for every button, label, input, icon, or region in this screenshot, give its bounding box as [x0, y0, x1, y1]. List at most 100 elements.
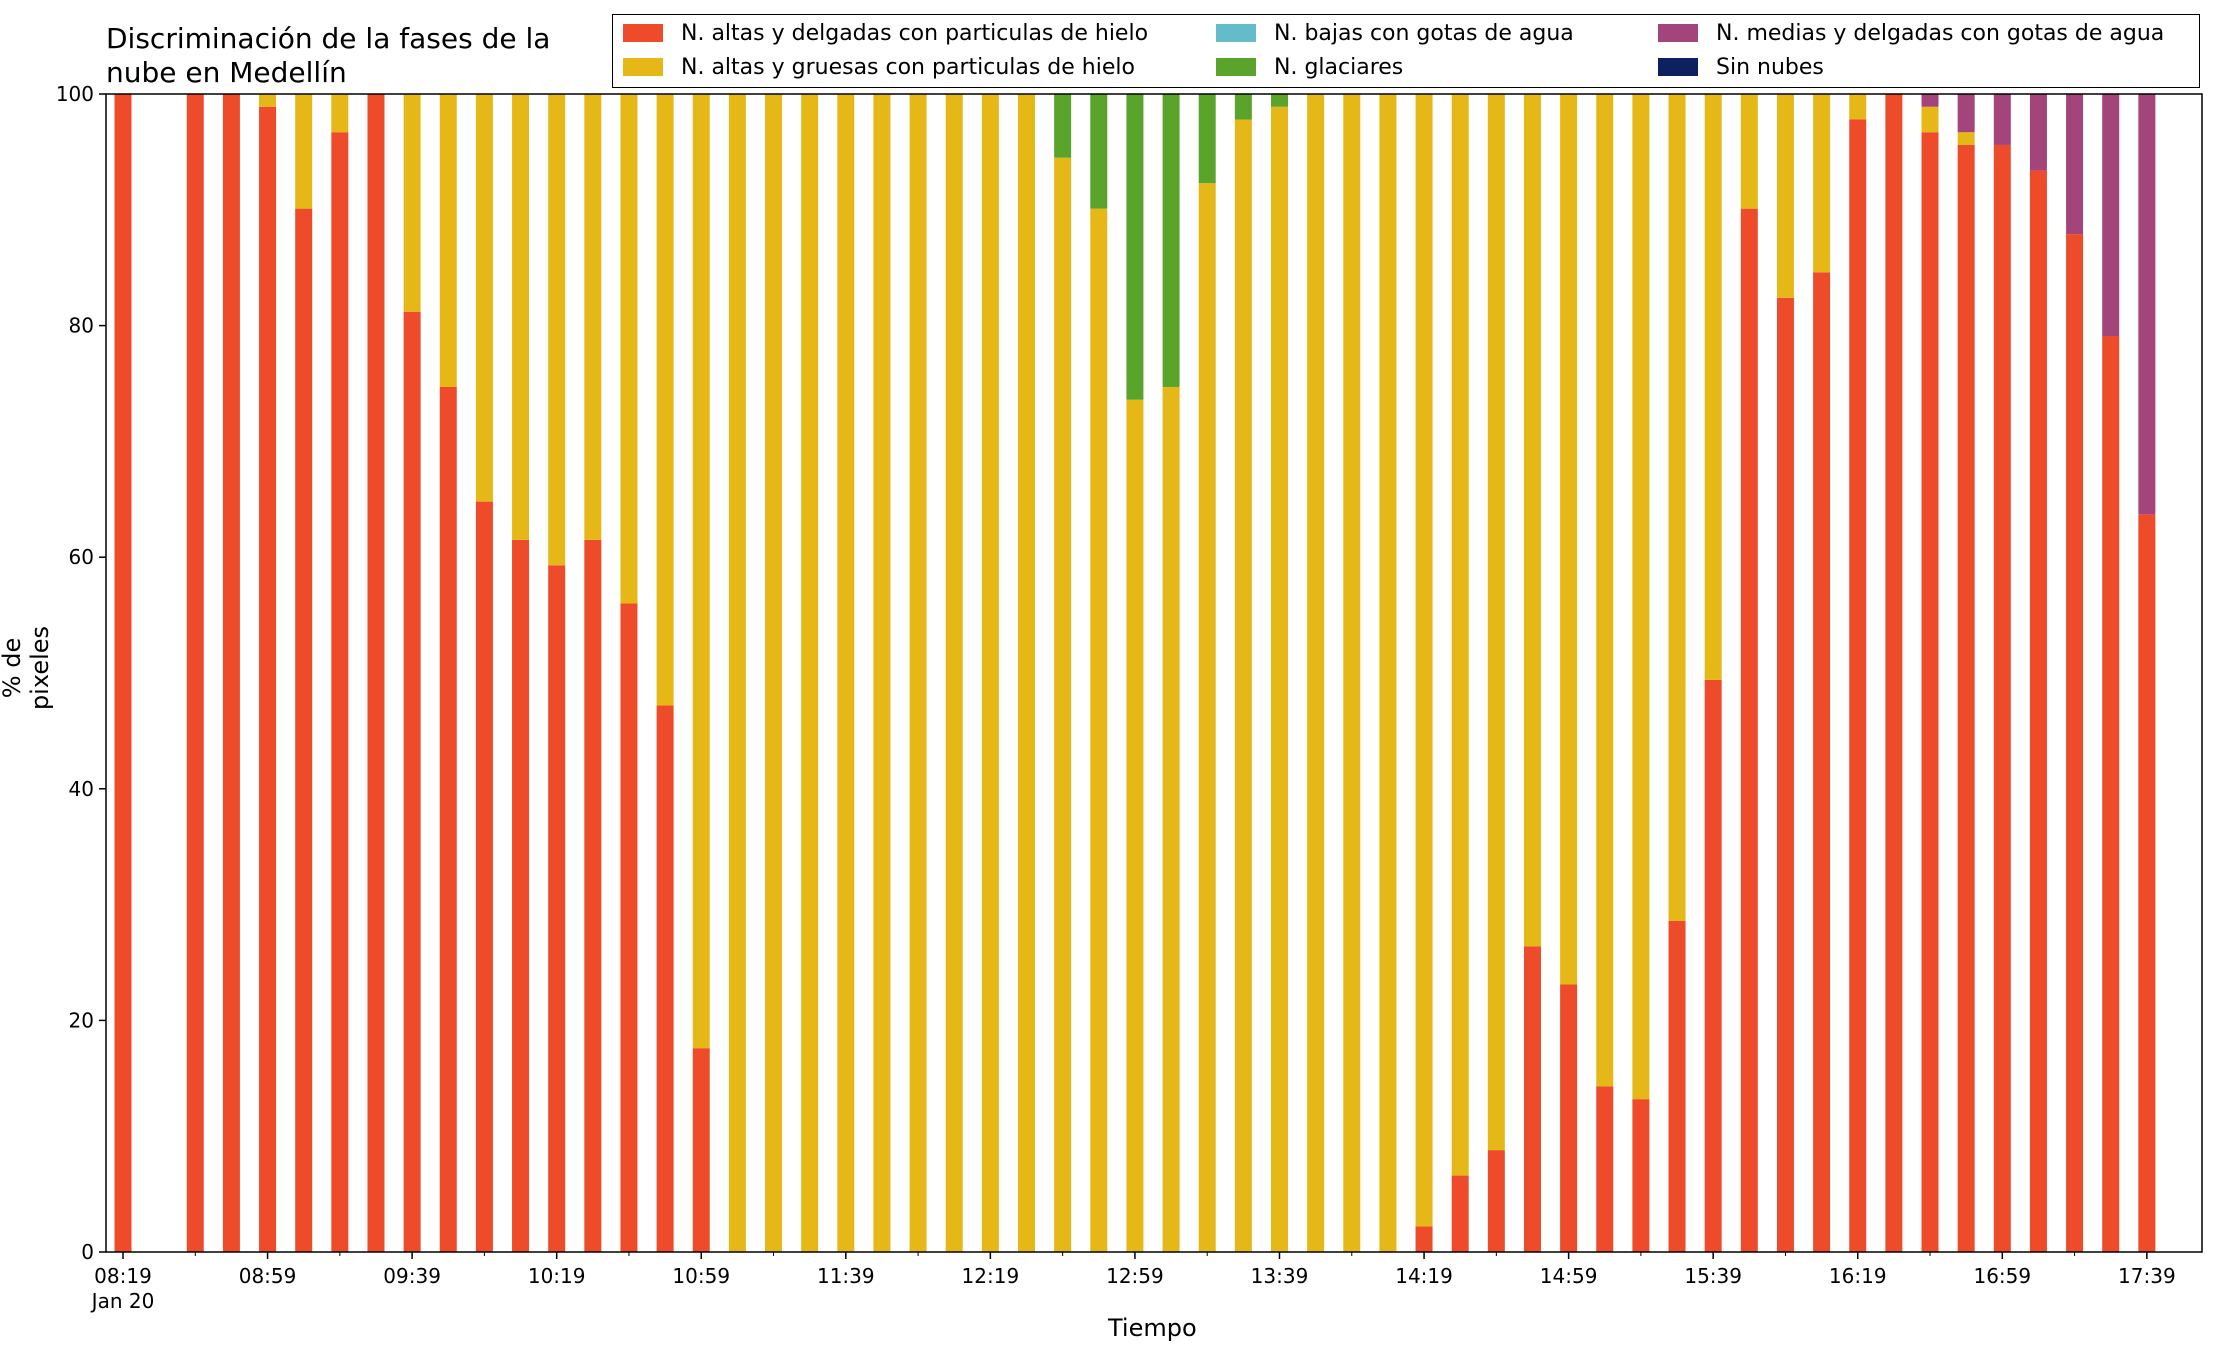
x-tick-label: 08:59 [239, 1264, 297, 1288]
bar-10:49-s1 [656, 94, 674, 706]
x-tick-label: 15:39 [1684, 1264, 1742, 1288]
bar-14:59-s0 [1560, 984, 1578, 1252]
legend-label: N. altas y delgadas con particulas de hi… [681, 20, 1149, 46]
bar-16:59-s0 [1993, 144, 2011, 1252]
x-tick-label: 14:59 [1540, 1264, 1598, 1288]
bar-09:39-s1 [403, 94, 421, 312]
y-tick-label: 0 [81, 1240, 94, 1264]
bar-10:39-s1 [620, 94, 638, 604]
legend-swatch [1658, 58, 1698, 76]
bar-17:29-s0 [2102, 336, 2120, 1253]
bar-08:59-s0 [259, 106, 277, 1252]
y-tick-label: 80 [69, 314, 94, 338]
bar-17:19-s4 [2066, 94, 2084, 235]
legend-item: N. medias y delgadas con gotas de agua [1658, 18, 2164, 48]
bar-17:39-s0 [2138, 514, 2156, 1252]
bar-13:09-s3 [1162, 94, 1180, 387]
bar-15:39-s1 [1704, 94, 1722, 680]
bar-11:59-s1 [909, 94, 927, 1252]
bar-13:49-s1 [1307, 94, 1325, 1252]
bar-08:49-s0 [222, 94, 240, 1252]
bar-10:29-s1 [584, 94, 602, 540]
x-tick-label: 11:39 [817, 1264, 875, 1288]
bar-12:49-s1 [1090, 208, 1108, 1253]
y-axis-label: % de pixeles [0, 625, 54, 711]
bar-14:49-s0 [1523, 946, 1541, 1252]
bar-14:39-s1 [1487, 94, 1505, 1151]
bar-09:59-s0 [475, 501, 493, 1253]
bar-12:59-s3 [1126, 94, 1144, 400]
bar-16:19-s0 [1849, 119, 1867, 1253]
bar-13:39-s1 [1270, 106, 1288, 1252]
bar-16:39-s4 [1921, 94, 1939, 107]
bar-10:49-s0 [656, 705, 674, 1252]
bar-13:09-s1 [1162, 386, 1180, 1252]
legend-swatch [623, 58, 663, 76]
bar-09:09-s1 [295, 94, 313, 209]
legend-item: N. glaciares [1216, 52, 1403, 82]
bar-11:49-s1 [873, 94, 891, 1252]
bar-10:19-s1 [548, 94, 566, 566]
bar-14:09-s1 [1379, 94, 1397, 1252]
x-tick-label: 16:19 [1829, 1264, 1887, 1288]
bar-14:49-s1 [1523, 94, 1541, 947]
legend-swatch [1216, 58, 1256, 76]
legend-label: N. glaciares [1274, 54, 1404, 80]
bar-17:19-s0 [2066, 234, 2084, 1253]
legend-swatch [1216, 24, 1256, 42]
bar-10:09-s0 [512, 539, 530, 1252]
bar-10:19-s0 [548, 565, 566, 1252]
bar-09:09-s0 [295, 208, 313, 1253]
bar-14:19-s1 [1415, 94, 1433, 1227]
bar-14:59-s1 [1560, 94, 1578, 985]
legend-swatch [1658, 24, 1698, 42]
bar-09:19-s0 [331, 132, 349, 1253]
bar-13:19-s1 [1198, 183, 1216, 1252]
bar-16:49-s0 [1957, 144, 1975, 1252]
bar-15:29-s0 [1668, 920, 1686, 1252]
bar-17:09-s4 [2029, 94, 2047, 171]
y-tick-label: 20 [69, 1008, 94, 1032]
legend-item: Sin nubes [1658, 52, 1824, 82]
bar-13:29-s3 [1234, 94, 1252, 120]
legend-item: N. bajas con gotas de agua [1216, 18, 1574, 48]
x-tick-label: 12:59 [1106, 1264, 1164, 1288]
bar-15:19-s0 [1632, 1099, 1650, 1252]
bar-16:19-s1 [1849, 94, 1867, 120]
legend-label: Sin nubes [1716, 54, 1824, 80]
bars-group [114, 94, 2156, 1253]
bar-13:59-s1 [1343, 94, 1361, 1252]
bar-09:59-s1 [475, 94, 493, 502]
bar-12:29-s1 [1018, 94, 1036, 1252]
bar-16:39-s0 [1921, 132, 1939, 1253]
bar-08:59-s1 [259, 94, 277, 107]
bar-16:09-s1 [1813, 94, 1831, 273]
bar-11:09-s1 [728, 94, 746, 1252]
bar-17:09-s0 [2029, 170, 2047, 1253]
plot-frame [105, 93, 2203, 1253]
bar-10:09-s1 [512, 94, 530, 540]
legend-label: N. medias y delgadas con gotas de agua [1716, 20, 2165, 46]
bar-15:29-s1 [1668, 94, 1686, 921]
bar-13:39-s3 [1270, 94, 1288, 107]
x-tick-label: 09:39 [383, 1264, 441, 1288]
bar-09:29-s0 [367, 94, 385, 1252]
bar-10:29-s0 [584, 539, 602, 1252]
bar-09:39-s0 [403, 311, 421, 1253]
bar-12:59-s1 [1126, 399, 1144, 1252]
bar-14:39-s0 [1487, 1150, 1505, 1252]
bar-13:29-s1 [1234, 119, 1252, 1253]
bar-14:29-s0 [1451, 1175, 1469, 1252]
bar-09:19-s1 [331, 94, 349, 133]
x-axis-label: Tiempo [1108, 1314, 1197, 1342]
x-tick-label: 08:19 [94, 1264, 152, 1288]
bar-16:09-s0 [1813, 272, 1831, 1252]
x-tick-label: 13:39 [1251, 1264, 1309, 1288]
bar-11:19-s1 [765, 94, 783, 1252]
legend-item: N. altas y gruesas con particulas de hie… [623, 52, 1135, 82]
bar-12:49-s3 [1090, 94, 1108, 209]
bar-10:39-s0 [620, 603, 638, 1252]
bar-12:39-s1 [1054, 157, 1072, 1253]
